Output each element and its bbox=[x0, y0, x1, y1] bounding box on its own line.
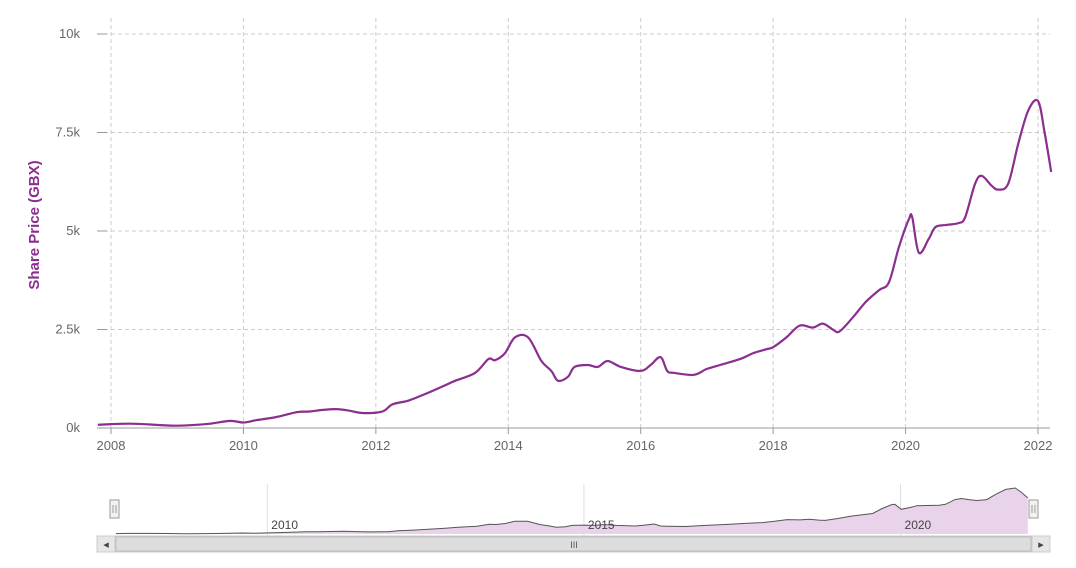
navigator-labels: 2010 2015 2020 bbox=[271, 518, 931, 532]
x-tick-label: 2016 bbox=[626, 438, 655, 453]
scrollbar[interactable]: III ◂ ▸ bbox=[96, 535, 1051, 553]
scrollbar-thumb[interactable] bbox=[115, 536, 1032, 552]
y-tick-label: 5k bbox=[66, 223, 80, 238]
scrollbar-grip[interactable]: III bbox=[570, 540, 578, 550]
y-axis-tick-labels: 0k 2.5k 5k 7.5k 10k bbox=[55, 26, 80, 435]
navigator-area bbox=[116, 488, 1028, 534]
series-points bbox=[97, 100, 1052, 426]
x-axis-tick-labels: 2008 2010 2012 2014 2016 2018 2020 2022 bbox=[97, 438, 1053, 453]
navigator-line bbox=[115, 487, 1029, 535]
x-tick-label: 2020 bbox=[891, 438, 920, 453]
y-tick-label: 10k bbox=[59, 26, 80, 41]
series-line bbox=[97, 98, 1053, 427]
x-tick-label: 2018 bbox=[759, 438, 788, 453]
navigator-year-label: 2020 bbox=[905, 518, 932, 532]
y-axis-title: Share Price (GBX) bbox=[26, 160, 43, 289]
scroll-right-arrow-icon[interactable]: ▸ bbox=[1038, 538, 1044, 551]
x-tick-label: 2010 bbox=[229, 438, 258, 453]
scrollbar-right-button[interactable]: ▸ bbox=[1031, 535, 1051, 553]
scroll-left-arrow-icon[interactable]: ◂ bbox=[103, 538, 109, 551]
navigator-year-label: 2015 bbox=[588, 518, 615, 532]
y-tick-label: 0k bbox=[66, 420, 80, 435]
y-tick-label: 7.5k bbox=[55, 125, 80, 140]
navigator-left-handle[interactable] bbox=[109, 499, 120, 519]
x-tick-label: 2008 bbox=[97, 438, 126, 453]
y-tick-label: 2.5k bbox=[55, 322, 80, 337]
x-tick-label: 2022 bbox=[1024, 438, 1053, 453]
navigator-year-label: 2010 bbox=[271, 518, 298, 532]
x-tick-label: 2012 bbox=[361, 438, 390, 453]
series-group bbox=[97, 98, 1053, 427]
y-gridlines bbox=[97, 33, 1050, 429]
scrollbar-left-button[interactable]: ◂ bbox=[96, 535, 116, 553]
navigator[interactable]: 2010 2015 2020 bbox=[97, 484, 1050, 536]
x-tick-label: 2014 bbox=[494, 438, 523, 453]
x-gridlines bbox=[110, 18, 1039, 434]
navigator-right-handle[interactable] bbox=[1028, 499, 1039, 519]
